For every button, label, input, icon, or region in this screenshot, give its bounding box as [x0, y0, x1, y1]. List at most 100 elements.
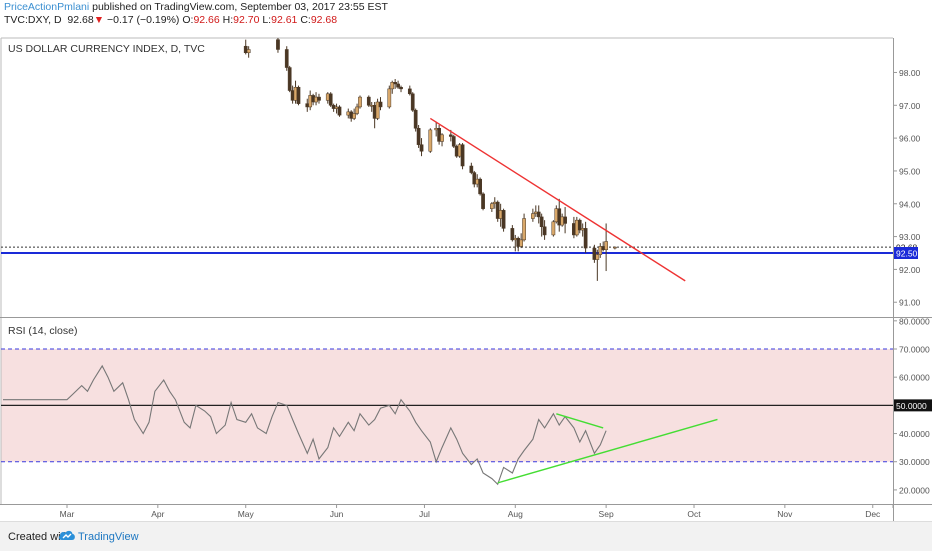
created-with-text: Created with — [8, 531, 70, 543]
price-tick-label: 92.00 — [899, 265, 921, 275]
time-tick-label: Jul — [419, 509, 430, 519]
down-arrow-icon: ▼ — [93, 14, 105, 26]
chart-header: PriceActionPmlani published on TradingVi… — [0, 0, 932, 28]
candle-body — [577, 219, 582, 231]
candle-body — [410, 93, 415, 111]
candle-body — [276, 39, 280, 50]
candle-body — [539, 216, 544, 227]
candle-body — [478, 178, 482, 195]
author-link[interactable]: PriceActionPmlani — [4, 1, 90, 13]
rsi-tick-label: 30.0000 — [899, 457, 930, 467]
candle-body — [387, 88, 392, 108]
rsi-tick-label: 70.0000 — [899, 345, 930, 355]
candle-body — [490, 203, 494, 209]
rsi-upper-trendline[interactable] — [556, 413, 604, 429]
candle-body — [416, 128, 421, 145]
published-text: published on TradingView.com, September … — [92, 1, 388, 13]
candle-body — [328, 93, 333, 106]
last-price: 92.68 — [67, 14, 94, 26]
tradingview-brand[interactable]: TradingView — [78, 531, 139, 543]
open-label: O: — [182, 14, 194, 26]
footer: Created with TradingView — [0, 521, 932, 551]
candle-body — [604, 241, 608, 250]
candle-body — [375, 101, 380, 119]
candle-body — [337, 106, 342, 116]
candle-body — [246, 49, 251, 54]
price-tick-label: 97.00 — [899, 101, 921, 111]
candle-body — [481, 193, 485, 209]
candle-body — [448, 134, 453, 137]
time-tick-label: Apr — [151, 509, 164, 519]
time-tick-label: May — [238, 509, 255, 519]
candle-body — [583, 228, 588, 249]
rsi-axis[interactable]: 80.0000 70.0000 60.0000 50.0000 40.0000 30.00… — [893, 316, 932, 495]
candle-body — [296, 86, 301, 104]
time-tick-label: Sep — [599, 509, 614, 519]
price-tick-label: 94.00 — [899, 199, 921, 209]
price-tick-label: 91.00 — [899, 298, 921, 308]
candle-body — [451, 136, 456, 147]
close-value: 92.68 — [310, 14, 338, 26]
candle-body — [287, 67, 292, 91]
time-tick-label: Mar — [60, 509, 75, 519]
chart-canvas[interactable]: 98.00 97.00 96.00 95.00 94.00 93.00 92.00 91.00… — [0, 28, 932, 521]
candle-body — [358, 96, 362, 108]
candle-body — [563, 216, 567, 224]
candle-body — [399, 86, 403, 90]
candle-body — [390, 82, 395, 90]
candle-body — [551, 221, 556, 236]
open-value: 92.66 — [193, 14, 220, 26]
candle-body — [519, 239, 523, 247]
candle-body — [613, 246, 617, 249]
rsi-line — [2, 364, 607, 486]
rsi-tick-label: 80.0000 — [899, 316, 930, 326]
price-tick-label: 96.00 — [899, 134, 921, 144]
price-grid — [893, 71, 897, 303]
rsi-tick-label: 60.0000 — [899, 373, 930, 383]
candle-body — [542, 226, 547, 236]
candle-body — [428, 129, 433, 152]
rsi-last-label-bg — [894, 399, 932, 412]
time-tick-label: Aug — [508, 509, 523, 519]
high-label: H: — [222, 14, 234, 26]
price-tick-label: 93.00 — [899, 232, 921, 242]
rsi-pane-title: RSI (14, close) — [8, 325, 77, 337]
price-tick-label: 95.00 — [899, 166, 921, 176]
candle-body — [378, 101, 383, 108]
tradingview-cloud-icon — [58, 530, 75, 540]
candle-body — [472, 172, 477, 185]
time-tick-label: Jun — [330, 509, 344, 519]
price-change: −0.17 (−0.19%) — [107, 14, 180, 26]
trendline-group[interactable] — [429, 117, 686, 282]
candle-body — [317, 96, 321, 101]
red-trendline[interactable] — [429, 117, 686, 282]
candle-body — [366, 96, 371, 106]
candle-body — [510, 228, 515, 241]
candle-body — [469, 165, 474, 173]
close-label: C: — [300, 14, 311, 26]
time-axis[interactable]: Mar Apr May Jun Jul Aug Sep Oct Nov Dec — [60, 504, 881, 519]
ohlc-line: TVC:DXY, D 92.68▼ −0.17 (−0.19%) O:92.66… — [4, 14, 337, 27]
rsi-tick-label: 40.0000 — [899, 429, 930, 439]
rsi-grid — [1, 348, 893, 463]
candles — [243, 38, 617, 281]
candle-body — [592, 247, 597, 260]
candle-body — [413, 109, 418, 129]
time-tick-label: Oct — [687, 509, 701, 519]
rsi-triangle-group[interactable] — [497, 413, 718, 484]
price-axis[interactable]: 98.00 97.00 96.00 95.00 94.00 93.00 92.00 91.00… — [894, 68, 921, 308]
rsi-tick-label: 20.0000 — [899, 485, 930, 495]
rsi-lower-trendline[interactable] — [497, 418, 718, 484]
rsi-last-label: 50.0000 — [896, 401, 927, 411]
candle-body — [393, 82, 398, 85]
candle-body — [595, 254, 600, 260]
horizontal-lines — [1, 246, 893, 254]
candle-body — [501, 210, 506, 229]
candle-body — [440, 134, 444, 142]
candle-body — [419, 144, 424, 152]
time-tick-label: Dec — [865, 509, 881, 519]
low-label: L: — [262, 14, 272, 26]
support-price-label: 92.50 — [896, 248, 918, 258]
symbol-label: TVC:DXY, D — [4, 14, 62, 26]
candle-body — [407, 88, 412, 95]
